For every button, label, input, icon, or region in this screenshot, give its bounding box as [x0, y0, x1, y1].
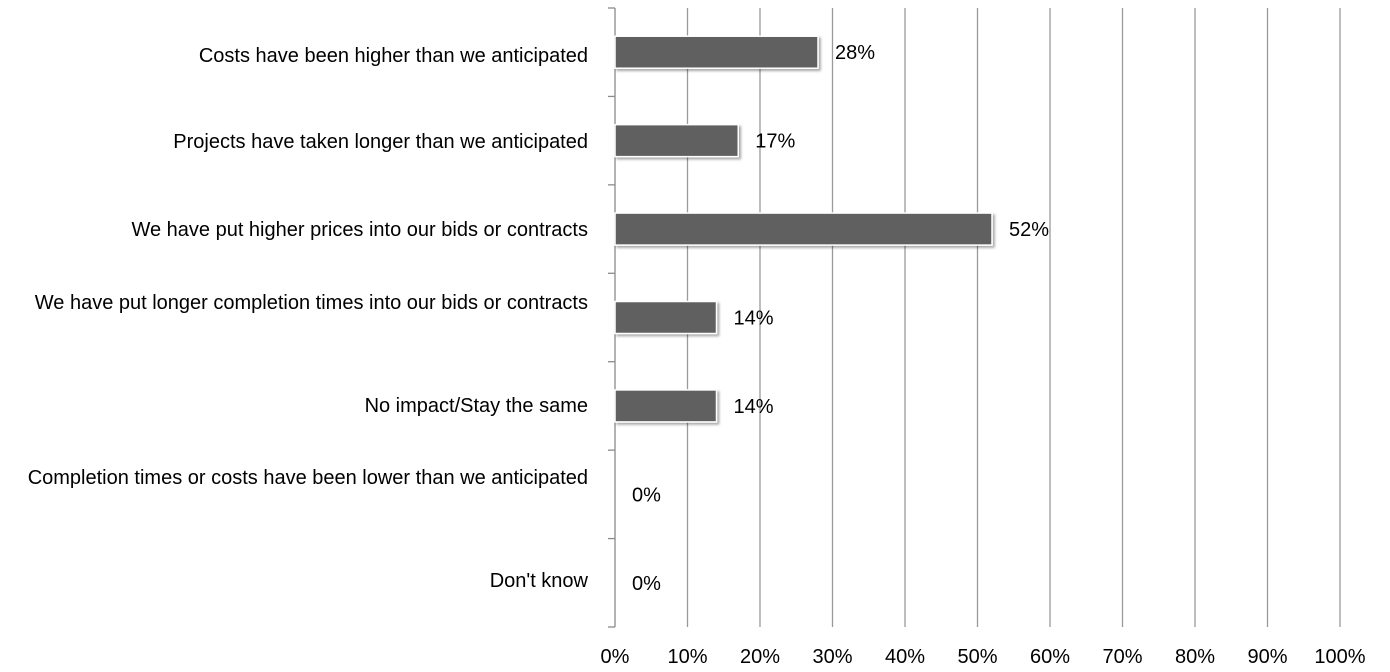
data-label: 52%	[1009, 219, 1049, 241]
data-label: 28%	[835, 42, 875, 64]
bar	[614, 212, 993, 246]
category-label: No impact/Stay the same	[364, 395, 588, 417]
x-tick-label: 30%	[812, 646, 852, 668]
category-label: Projects have taken longer than we antic…	[173, 131, 588, 153]
x-tick-label: 90%	[1247, 646, 1287, 668]
bar	[614, 300, 718, 335]
data-label: 0%	[632, 484, 661, 506]
bar	[614, 123, 739, 158]
data-label: 14%	[734, 396, 774, 418]
category-label: We have put longer completion times into…	[34, 292, 588, 314]
x-tick-label: 80%	[1175, 646, 1215, 668]
x-tick-label: 50%	[957, 646, 997, 668]
x-tick-label: 100%	[1314, 646, 1365, 668]
x-tick-label: 40%	[885, 646, 925, 668]
data-label: 14%	[734, 308, 774, 330]
category-label: Costs have been higher than we anticipat…	[198, 45, 588, 67]
bar	[614, 389, 718, 423]
x-tick-label: 10%	[667, 646, 707, 668]
data-label: 17%	[755, 131, 795, 153]
category-label: Completion times or costs have been lowe…	[27, 467, 588, 489]
category-label: Don't know	[489, 570, 588, 592]
x-tick-label: 60%	[1030, 646, 1070, 668]
category-label: We have put higher prices into our bids …	[131, 219, 588, 241]
data-label: 0%	[632, 573, 661, 595]
x-tick-label: 0%	[601, 646, 630, 668]
bar	[614, 35, 819, 69]
x-tick-label: 70%	[1102, 646, 1142, 668]
x-tick-label: 20%	[740, 646, 780, 668]
